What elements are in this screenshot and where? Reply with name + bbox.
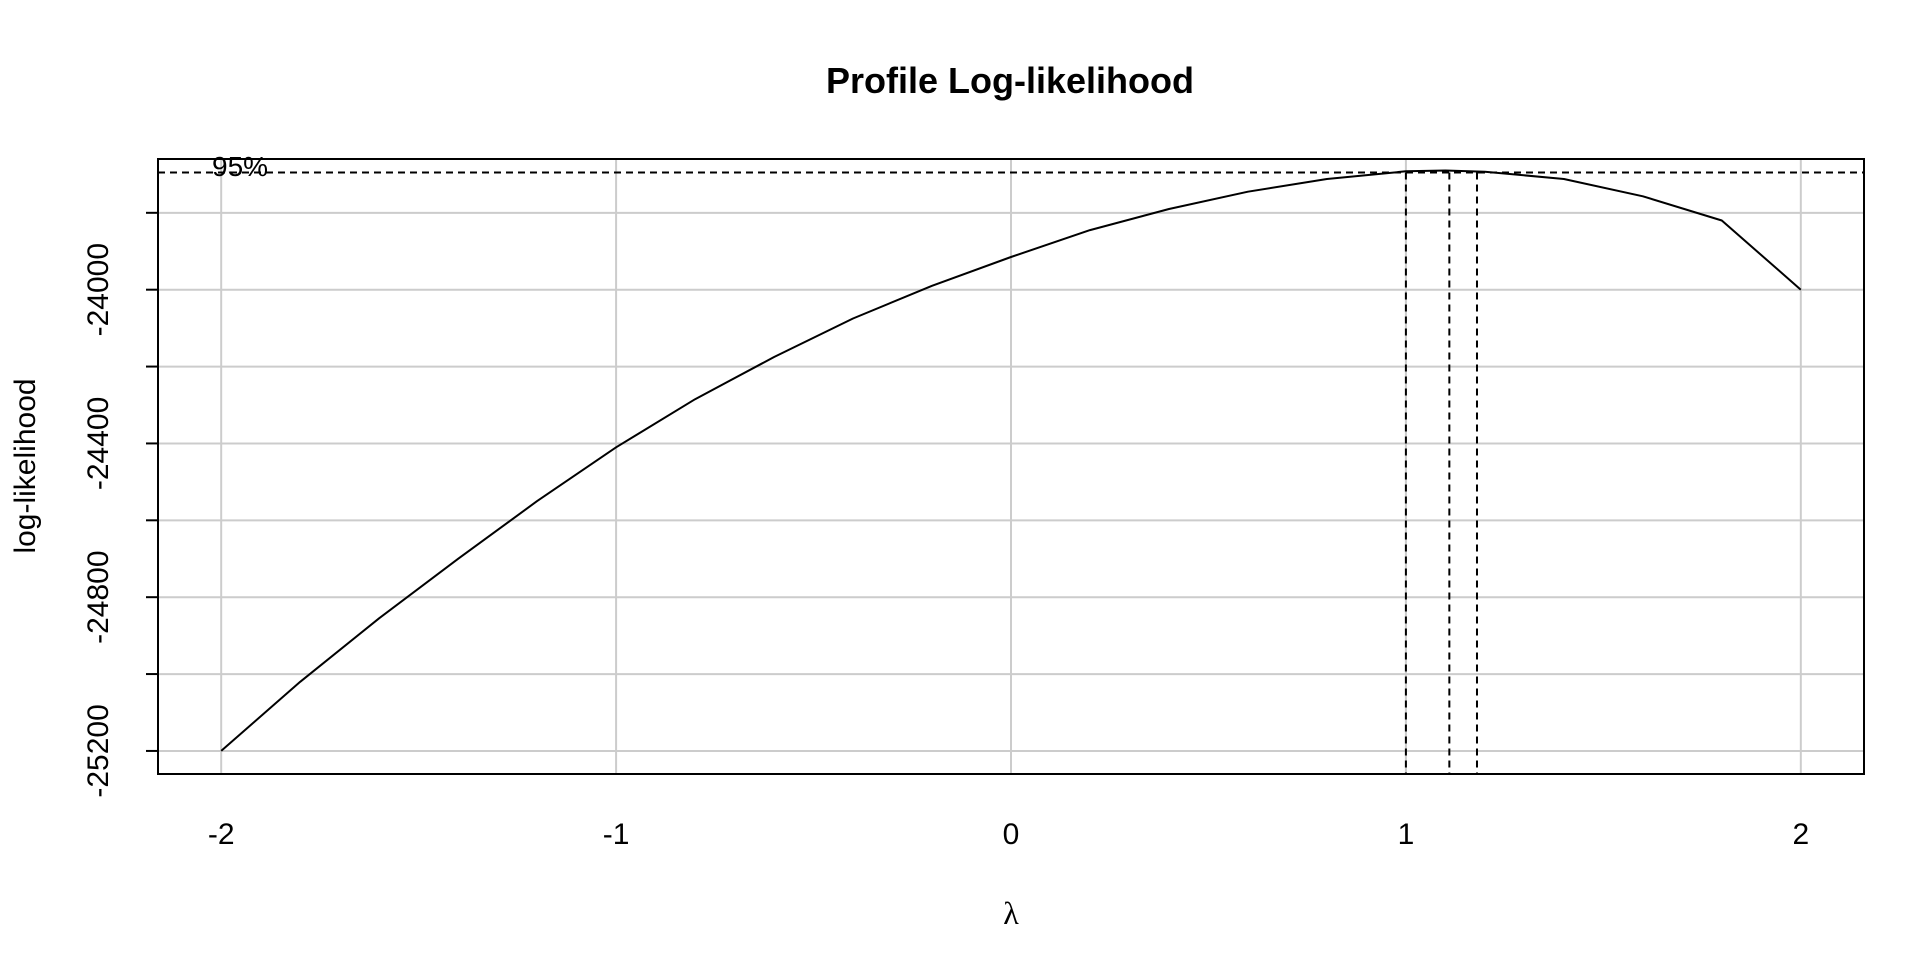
y-tick-label: -24800 (82, 550, 115, 643)
x-tick-label: -2 (208, 818, 235, 851)
grid-lines (158, 159, 1864, 774)
y-axis-label: log-likelihood (9, 378, 42, 553)
x-axis: -2 -1 0 1 2 (208, 818, 1809, 851)
series-line (220, 169, 1802, 752)
y-tick-label: -24400 (82, 397, 115, 490)
y-tick-label: -24000 (82, 243, 115, 336)
x-tick-label: 1 (1398, 818, 1415, 851)
chart-title: Profile Log-likelihood (826, 60, 1194, 101)
y-axis: -25200 -24800 -24400 -24000 (82, 211, 158, 798)
y-tick-label: -25200 (82, 704, 115, 797)
data-series (220, 169, 1802, 752)
ci-lines (158, 171, 1864, 774)
x-tick-label: -1 (603, 818, 630, 851)
ci-label: 95% (212, 151, 268, 182)
x-tick-label: 0 (1003, 818, 1020, 851)
plot-frame (157, 158, 1865, 775)
x-tick-label: 2 (1792, 818, 1809, 851)
x-axis-label: λ (1003, 895, 1019, 931)
